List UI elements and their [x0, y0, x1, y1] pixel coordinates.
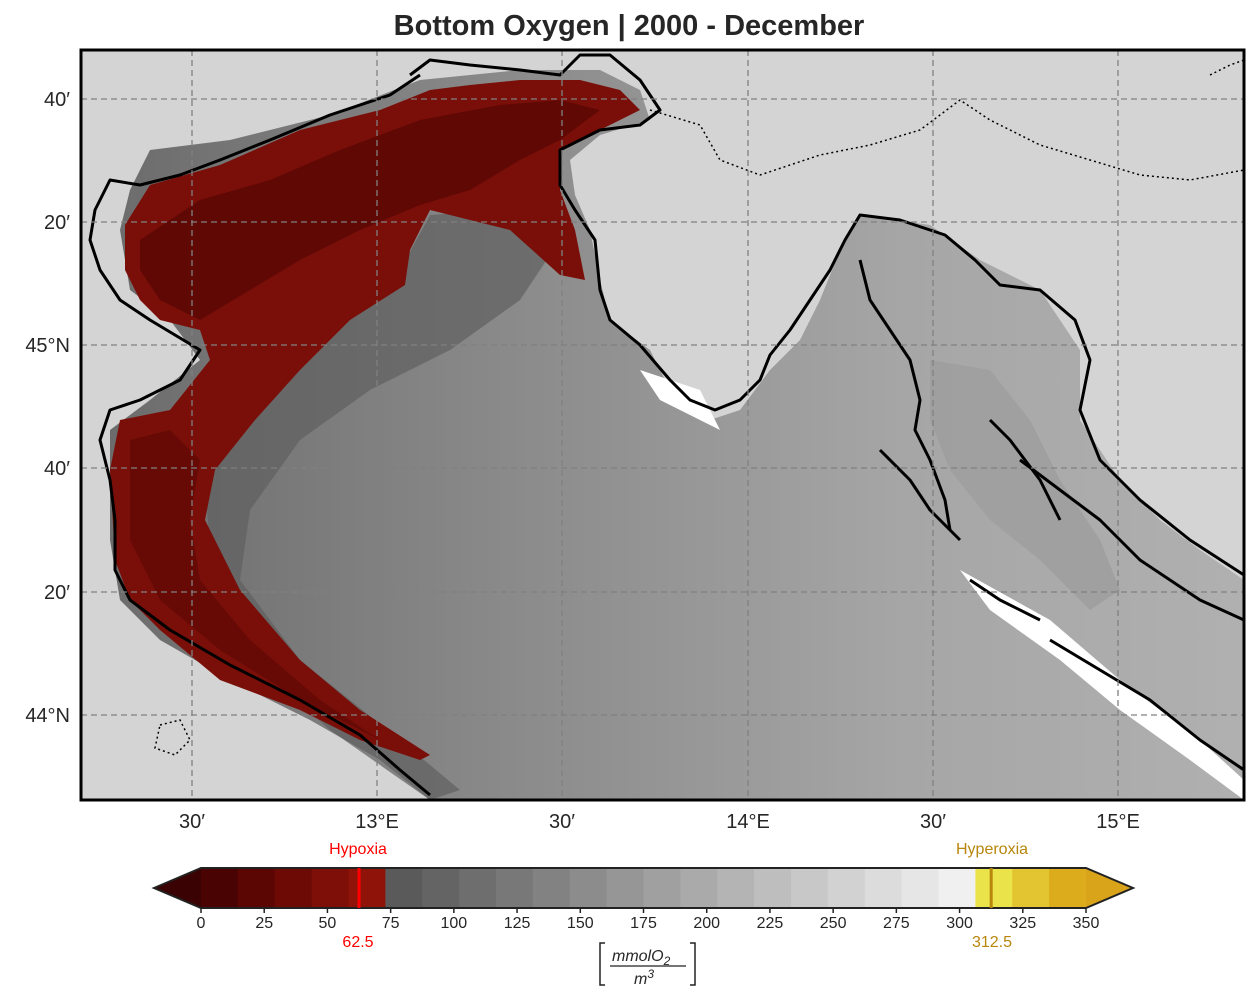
svg-text:m3: m3 [634, 967, 654, 988]
lon-label: 30′ [920, 811, 946, 833]
lat-label: 40′ [44, 458, 70, 480]
sea-low-oxygen-band [205, 210, 560, 800]
colorbar-bin [754, 868, 792, 908]
white-gap-istria [640, 370, 720, 430]
colorbar-bin [311, 868, 349, 908]
colorbar-tick-label: 125 [504, 915, 531, 932]
hypoxia-threshold-value: 62.5 [342, 934, 373, 951]
lon-label: 30′ [549, 811, 575, 833]
graticule [81, 50, 1244, 800]
colorbar-bin [385, 868, 423, 908]
hypoxia-label: Hypoxia [329, 841, 387, 858]
colorbar-bin [643, 868, 681, 908]
colorbar-tick-label: 175 [630, 915, 657, 932]
lat-label: 20′ [44, 212, 70, 234]
latitude-labels: 40′ 20′ 45°N 40′ 20′ 44°N [25, 89, 70, 727]
colorbar-bin [791, 868, 829, 908]
colorbar-tick-label: 275 [883, 915, 910, 932]
colorbar-bin [938, 868, 976, 908]
unit-numerator: mmolO [612, 948, 664, 965]
colorbar-bin [827, 868, 866, 908]
lat-label: 40′ [44, 89, 70, 111]
colorbar-bin [864, 868, 903, 908]
longitude-labels: 30′ 13°E 30′ 14°E 30′ 15°E [179, 811, 1140, 833]
svg-text:mmolO2: mmolO2 [612, 948, 671, 968]
colorbar-bin [1049, 868, 1087, 908]
hypoxia-core [140, 100, 600, 320]
colorbar-tick-label: 150 [567, 915, 594, 932]
colorbar-bin [532, 868, 571, 908]
lat-label: 44°N [25, 705, 70, 727]
colorbar-bin [496, 868, 534, 908]
sea-croatian-field [930, 360, 1120, 610]
colorbar-bin [680, 868, 718, 908]
white-gap-croatia [960, 570, 1244, 800]
colorbar-bin [274, 868, 313, 908]
hyperoxia-label: Hyperoxia [956, 841, 1028, 858]
colorbar-bin [422, 868, 460, 908]
colorbar-bin [975, 868, 1013, 908]
colorbar-bin [1012, 868, 1050, 908]
lon-label: 15°E [1096, 811, 1140, 833]
colorbar-tick-label: 75 [382, 915, 400, 932]
colorbar-bin [606, 868, 644, 908]
colorbar-bin [459, 868, 497, 908]
colorbar-bin [717, 868, 755, 908]
lon-label: 13°E [355, 811, 399, 833]
lat-label: 20′ [44, 582, 70, 604]
colorbar-bin [569, 868, 608, 908]
lon-label: 30′ [179, 811, 205, 833]
colorbar-tick-label: 50 [319, 915, 337, 932]
colorbar-tick-label: 100 [441, 915, 468, 932]
colorbar-bin [237, 868, 276, 908]
colorbar-extend-min [154, 868, 201, 908]
colorbar-ticks: 0 25 50 75 100 125 150 175 200 225 250 275 300 325 350 [197, 908, 1100, 932]
colorbar-tick-label: 25 [255, 915, 273, 932]
colorbar-tick-label: 250 [820, 915, 847, 932]
colorbar-tick-label: 300 [946, 915, 973, 932]
colorbar-bin [201, 868, 239, 908]
unit-superscript: 3 [647, 967, 654, 981]
unit-denominator: m [634, 971, 647, 988]
colorbar-tick-label: 350 [1073, 915, 1100, 932]
lon-label: 14°E [726, 811, 770, 833]
country-borders [154, 59, 1244, 756]
unit-subscript: 2 [663, 954, 671, 968]
lat-label: 45°N [25, 335, 70, 357]
colorbar-extend-max [1086, 868, 1133, 908]
colorbar-tick-label: 225 [757, 915, 784, 932]
colorbar-tick-label: 325 [1009, 915, 1036, 932]
map-frame [79, 48, 1246, 802]
hypoxia-core-south [130, 430, 380, 740]
colorbar-bin [348, 868, 386, 908]
colorbar [151, 867, 1136, 909]
coastlines [88, 53, 1244, 797]
colorbar-unit-label: mmolO2 m3 [599, 942, 696, 988]
colorbar-bin [901, 868, 939, 908]
hyperoxia-threshold-value: 312.5 [972, 934, 1012, 951]
map-title: Bottom Oxygen | 2000 - December [393, 10, 865, 42]
colorbar-tick-label: 0 [197, 915, 206, 932]
colorbar-tick-label: 200 [693, 915, 720, 932]
